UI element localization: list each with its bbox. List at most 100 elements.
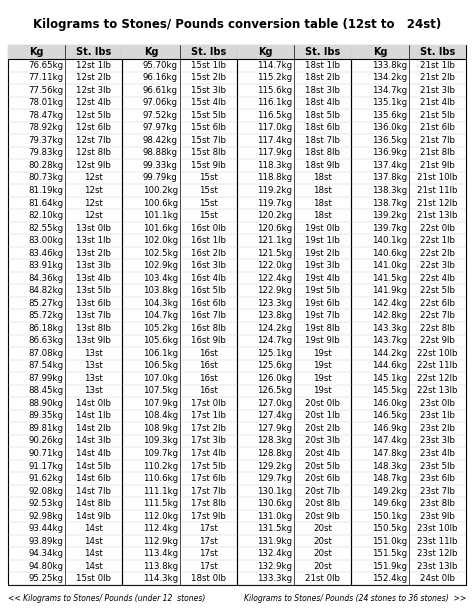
Text: 125.1kg: 125.1kg	[257, 349, 292, 358]
Text: 131.9kg: 131.9kg	[257, 536, 292, 546]
Text: 13st 4lb: 13st 4lb	[76, 273, 111, 283]
Text: 13st: 13st	[84, 349, 103, 358]
Text: 20st 4lb: 20st 4lb	[305, 449, 340, 458]
Text: 133.3kg: 133.3kg	[257, 574, 292, 583]
Text: 15st 9lb: 15st 9lb	[191, 161, 226, 170]
Text: 120.6kg: 120.6kg	[257, 224, 292, 232]
Text: 113.4kg: 113.4kg	[143, 549, 178, 558]
Text: 23st 8lb: 23st 8lb	[420, 499, 455, 508]
Bar	[237, 45, 352, 585]
Text: 145.1kg: 145.1kg	[372, 374, 407, 383]
Text: 21st 4lb: 21st 4lb	[420, 98, 455, 107]
Text: 15st: 15st	[199, 186, 218, 195]
Text: 134.7kg: 134.7kg	[372, 86, 407, 95]
Text: 16st: 16st	[199, 349, 218, 358]
Text: 16st 3lb: 16st 3lb	[191, 261, 226, 270]
Text: 12st 7lb: 12st 7lb	[76, 136, 111, 145]
Text: 99.79kg: 99.79kg	[143, 173, 178, 183]
Text: 124.2kg: 124.2kg	[257, 324, 292, 333]
Text: 16st 0lb: 16st 0lb	[191, 224, 226, 232]
Text: 13st: 13st	[84, 374, 103, 383]
Text: 14st: 14st	[84, 536, 103, 546]
Text: 15st 0lb: 15st 0lb	[76, 574, 111, 583]
Text: 136.9kg: 136.9kg	[372, 148, 407, 158]
Text: 134.2kg: 134.2kg	[372, 74, 407, 82]
Text: 146.5kg: 146.5kg	[372, 411, 407, 421]
Text: 22st 7lb: 22st 7lb	[420, 311, 455, 320]
Text: 18st: 18st	[313, 199, 332, 208]
Text: 141.5kg: 141.5kg	[372, 273, 407, 283]
Text: 14st 1lb: 14st 1lb	[76, 411, 111, 421]
Text: 15st 7lb: 15st 7lb	[191, 136, 226, 145]
Text: 90.71kg: 90.71kg	[28, 449, 63, 458]
Text: 20st 5lb: 20st 5lb	[305, 462, 340, 471]
Text: 105.2kg: 105.2kg	[143, 324, 178, 333]
Bar	[122, 45, 237, 585]
Text: 19st: 19st	[313, 361, 332, 370]
Text: 78.92kg: 78.92kg	[28, 123, 63, 132]
Text: 84.36kg: 84.36kg	[28, 273, 63, 283]
Text: 116.1kg: 116.1kg	[257, 98, 292, 107]
Text: 132.9kg: 132.9kg	[257, 562, 292, 571]
Text: 19st 0lb: 19st 0lb	[305, 224, 340, 232]
Text: 142.4kg: 142.4kg	[372, 299, 407, 308]
Text: 83.91kg: 83.91kg	[28, 261, 63, 270]
Text: 89.81kg: 89.81kg	[28, 424, 63, 433]
Text: 92.53kg: 92.53kg	[28, 499, 63, 508]
Bar	[237, 45, 352, 59]
Text: 20st: 20st	[313, 549, 332, 558]
Text: 18st 1lb: 18st 1lb	[305, 61, 340, 70]
Text: 147.8kg: 147.8kg	[372, 449, 407, 458]
Text: 96.16kg: 96.16kg	[143, 74, 178, 82]
Text: 18st 5lb: 18st 5lb	[305, 111, 340, 120]
Text: 111.5kg: 111.5kg	[143, 499, 178, 508]
Text: 133.8kg: 133.8kg	[372, 61, 407, 70]
Text: 82.55kg: 82.55kg	[28, 224, 63, 232]
Text: 141.9kg: 141.9kg	[372, 286, 407, 295]
Text: Kg: Kg	[373, 47, 387, 57]
Text: 18st 4lb: 18st 4lb	[305, 98, 340, 107]
Text: 19st: 19st	[313, 374, 332, 383]
Text: 15st 4lb: 15st 4lb	[191, 98, 226, 107]
Text: 150.5kg: 150.5kg	[372, 524, 407, 533]
Text: 127.0kg: 127.0kg	[257, 399, 292, 408]
Text: 16st 5lb: 16st 5lb	[191, 286, 226, 295]
Text: 18st 7lb: 18st 7lb	[305, 136, 340, 145]
Text: 17st 5lb: 17st 5lb	[191, 462, 226, 471]
Text: 99.33kg: 99.33kg	[143, 161, 178, 170]
Text: 128.3kg: 128.3kg	[257, 436, 292, 446]
Text: 19st 6lb: 19st 6lb	[305, 299, 340, 308]
Text: 120.2kg: 120.2kg	[257, 211, 292, 220]
Text: 98.88kg: 98.88kg	[143, 148, 178, 158]
Text: 89.35kg: 89.35kg	[28, 411, 63, 421]
Text: 19st 4lb: 19st 4lb	[305, 273, 340, 283]
Text: 12st 1lb: 12st 1lb	[76, 61, 111, 70]
Text: 23st 12lb: 23st 12lb	[417, 549, 457, 558]
Text: 107.5kg: 107.5kg	[143, 386, 178, 395]
Text: 12st: 12st	[84, 186, 103, 195]
Text: 12st: 12st	[84, 199, 103, 208]
Text: 16st 8lb: 16st 8lb	[191, 324, 226, 333]
Text: 102.0kg: 102.0kg	[143, 236, 178, 245]
Text: 122.9kg: 122.9kg	[257, 286, 292, 295]
Text: 17st 1lb: 17st 1lb	[191, 411, 226, 421]
Bar	[122, 45, 237, 59]
Text: 13st 1lb: 13st 1lb	[76, 236, 111, 245]
Text: 132.4kg: 132.4kg	[257, 549, 292, 558]
Text: 127.9kg: 127.9kg	[257, 424, 292, 433]
Text: 137.8kg: 137.8kg	[372, 173, 407, 183]
Text: 14st 4lb: 14st 4lb	[76, 449, 111, 458]
Text: 21st 1lb: 21st 1lb	[420, 61, 455, 70]
Text: 14st: 14st	[84, 549, 103, 558]
Text: 20st 7lb: 20st 7lb	[305, 487, 340, 495]
Text: 13st: 13st	[84, 361, 103, 370]
Text: 140.6kg: 140.6kg	[372, 249, 407, 257]
Text: 82.10kg: 82.10kg	[28, 211, 63, 220]
Text: 19st 7lb: 19st 7lb	[305, 311, 340, 320]
Text: 81.64kg: 81.64kg	[28, 199, 63, 208]
Text: 20st 2lb: 20st 2lb	[305, 424, 340, 433]
Text: 18st: 18st	[313, 186, 332, 195]
Text: 15st 6lb: 15st 6lb	[191, 123, 226, 132]
Text: 22st 13lb: 22st 13lb	[417, 386, 457, 395]
Text: 20st: 20st	[313, 524, 332, 533]
